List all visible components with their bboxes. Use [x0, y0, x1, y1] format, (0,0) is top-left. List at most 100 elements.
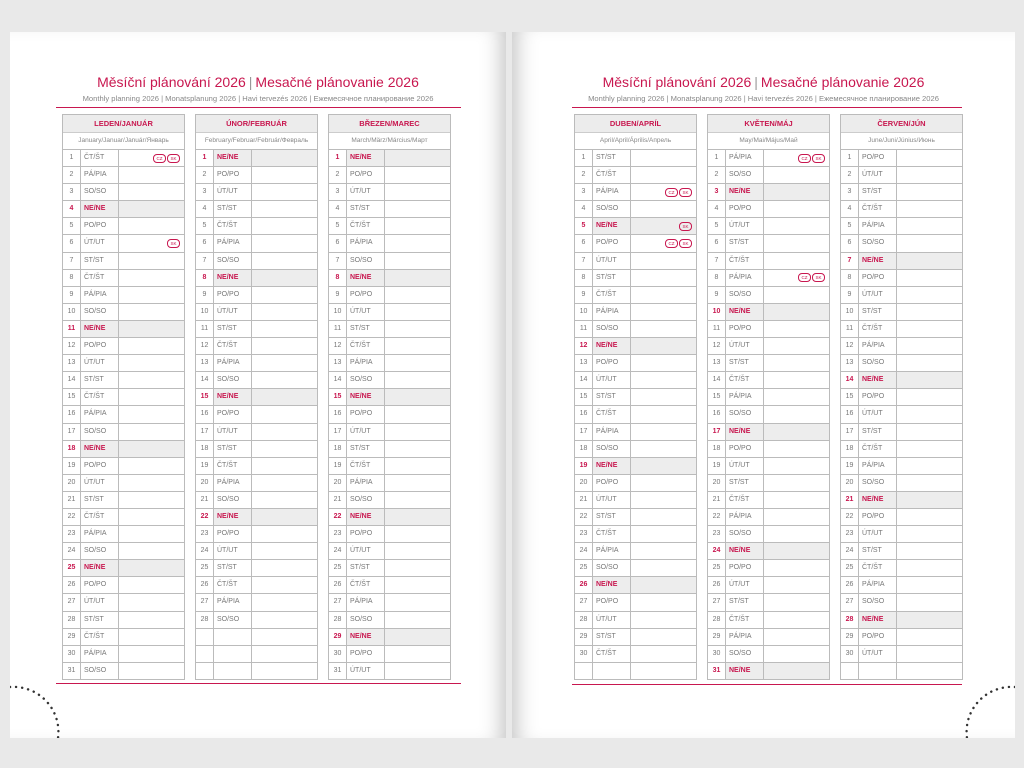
- notes-cell[interactable]: [252, 475, 317, 491]
- notes-cell[interactable]: [119, 612, 184, 628]
- notes-cell[interactable]: [764, 235, 829, 251]
- notes-cell[interactable]: [897, 629, 962, 645]
- notes-cell[interactable]: [252, 526, 317, 542]
- notes-cell[interactable]: [897, 458, 962, 474]
- notes-cell[interactable]: [631, 526, 696, 542]
- notes-cell[interactable]: [764, 662, 829, 679]
- notes-cell[interactable]: [119, 253, 184, 269]
- notes-cell[interactable]: [252, 201, 317, 217]
- notes-cell[interactable]: [764, 167, 829, 183]
- notes-cell[interactable]: [631, 424, 696, 440]
- notes-cell[interactable]: [631, 389, 696, 405]
- notes-cell[interactable]: [631, 355, 696, 371]
- notes-cell[interactable]: [897, 184, 962, 200]
- notes-cell[interactable]: [764, 372, 829, 388]
- notes-cell[interactable]: [897, 543, 962, 559]
- notes-cell[interactable]: [631, 612, 696, 628]
- notes-cell[interactable]: [385, 372, 450, 388]
- notes-cell[interactable]: [897, 406, 962, 422]
- notes-cell[interactable]: [764, 612, 829, 628]
- notes-cell[interactable]: [252, 389, 317, 406]
- notes-cell[interactable]: CZ SK: [764, 150, 829, 166]
- notes-cell[interactable]: [119, 509, 184, 525]
- notes-cell[interactable]: [119, 372, 184, 388]
- notes-cell[interactable]: [385, 287, 450, 303]
- notes-cell[interactable]: [119, 167, 184, 183]
- notes-cell[interactable]: [119, 184, 184, 200]
- notes-cell[interactable]: [252, 253, 317, 269]
- notes-cell[interactable]: [897, 491, 962, 508]
- notes-cell[interactable]: [119, 218, 184, 234]
- notes-cell[interactable]: [764, 594, 829, 610]
- notes-cell[interactable]: [119, 560, 184, 577]
- notes-cell[interactable]: [631, 577, 696, 594]
- notes-cell[interactable]: SK: [119, 235, 184, 251]
- notes-cell[interactable]: [897, 560, 962, 576]
- notes-cell[interactable]: [385, 167, 450, 183]
- notes-cell[interactable]: [385, 304, 450, 320]
- notes-cell[interactable]: [252, 184, 317, 200]
- notes-cell[interactable]: [252, 372, 317, 388]
- notes-cell[interactable]: [631, 509, 696, 525]
- notes-cell[interactable]: [385, 150, 450, 167]
- notes-cell[interactable]: [897, 201, 962, 217]
- notes-cell[interactable]: [385, 218, 450, 234]
- notes-cell[interactable]: [764, 629, 829, 645]
- notes-cell[interactable]: [385, 253, 450, 269]
- notes-cell[interactable]: [252, 269, 317, 286]
- notes-cell[interactable]: [764, 475, 829, 491]
- notes-cell[interactable]: [631, 543, 696, 559]
- notes-cell[interactable]: [385, 492, 450, 508]
- notes-cell[interactable]: [897, 167, 962, 183]
- notes-cell[interactable]: [385, 458, 450, 474]
- notes-cell[interactable]: [631, 475, 696, 491]
- notes-cell[interactable]: [385, 646, 450, 662]
- notes-cell[interactable]: [252, 150, 317, 167]
- notes-cell[interactable]: [252, 492, 317, 508]
- notes-cell[interactable]: [252, 304, 317, 320]
- notes-cell[interactable]: [385, 406, 450, 422]
- notes-cell[interactable]: [631, 372, 696, 388]
- notes-cell[interactable]: [385, 235, 450, 251]
- notes-cell[interactable]: [385, 543, 450, 559]
- notes-cell[interactable]: [631, 270, 696, 286]
- notes-cell[interactable]: [385, 321, 450, 337]
- notes-cell[interactable]: [119, 389, 184, 405]
- notes-cell[interactable]: [764, 287, 829, 303]
- notes-cell[interactable]: [764, 303, 829, 320]
- notes-cell[interactable]: [252, 321, 317, 337]
- notes-cell[interactable]: [897, 577, 962, 593]
- notes-cell[interactable]: [119, 424, 184, 440]
- notes-cell[interactable]: [119, 201, 184, 218]
- notes-cell[interactable]: [764, 321, 829, 337]
- notes-cell[interactable]: [764, 560, 829, 576]
- notes-cell[interactable]: [897, 526, 962, 542]
- notes-cell[interactable]: CZ SK: [764, 270, 829, 286]
- notes-cell[interactable]: [252, 577, 317, 593]
- notes-cell[interactable]: [385, 184, 450, 200]
- notes-cell[interactable]: [631, 441, 696, 457]
- notes-cell[interactable]: [897, 389, 962, 405]
- notes-cell[interactable]: [897, 287, 962, 303]
- notes-cell[interactable]: [897, 441, 962, 457]
- notes-cell[interactable]: [252, 406, 317, 422]
- notes-cell[interactable]: [385, 508, 450, 526]
- notes-cell[interactable]: [897, 304, 962, 320]
- notes-cell[interactable]: [119, 440, 184, 457]
- notes-cell[interactable]: CZ SK: [119, 150, 184, 166]
- notes-cell[interactable]: [385, 475, 450, 491]
- notes-cell[interactable]: [119, 543, 184, 559]
- notes-cell[interactable]: [385, 612, 450, 628]
- notes-cell[interactable]: [897, 235, 962, 251]
- notes-cell[interactable]: [897, 509, 962, 525]
- notes-cell[interactable]: [252, 338, 317, 354]
- notes-cell[interactable]: [252, 612, 317, 628]
- notes-cell[interactable]: [119, 304, 184, 320]
- notes-cell[interactable]: [385, 424, 450, 440]
- notes-cell[interactable]: [252, 560, 317, 576]
- notes-cell[interactable]: [119, 663, 184, 679]
- notes-cell[interactable]: [764, 423, 829, 440]
- notes-cell[interactable]: [897, 338, 962, 354]
- notes-cell[interactable]: [631, 304, 696, 320]
- notes-cell[interactable]: [119, 355, 184, 371]
